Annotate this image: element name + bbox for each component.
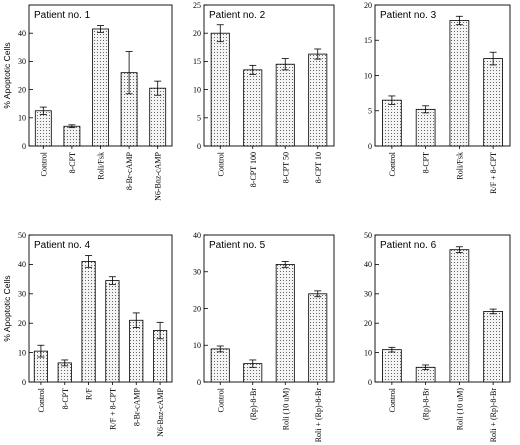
bar [382,349,402,383]
category-label: Roli/Fsk [455,152,464,180]
y-tick-label: 10 [364,71,372,80]
y-tick-label: 50 [18,231,26,240]
y-tick-label: 40 [364,260,372,269]
category-label: (Rp)-8-Br [422,388,431,420]
bar [129,319,144,383]
bar [275,63,295,147]
bar [210,348,230,383]
panel-4: Patient no. 4 % Apoptotic Cells 0 10 20 30 40 5… [2,231,173,437]
plot-frame [203,4,335,147]
panel-1: Patient no. 1 % Apoptotic Cells 0 10 20 30 40 C… [2,4,173,201]
y-tick-label: 20 [364,319,372,328]
y-tick-label: 5 [197,114,201,123]
y-tick-label: 10 [18,114,26,123]
panel-5: Patient no. 5 0 10 20 30 40 Control (Rp)-8-Br Ro… [193,231,335,443]
y-tick-label: 20 [193,304,201,313]
category-label: Roli (10 uM) [281,388,290,431]
y-tick-label: 30 [18,57,26,66]
bar [81,261,96,383]
category-label: Roli + (Rp)-8-Br [314,388,323,443]
panel-title: Patient no. 3 [380,10,437,21]
y-tick-label: 0 [368,142,372,151]
category-label: Roli/Fsk [97,152,106,180]
category-label: Control [216,151,225,176]
y-tick-label: 15 [193,57,201,66]
y-tick-label: 30 [364,290,372,299]
bar [382,99,402,147]
category-label: 8-CPT 10 [314,152,323,183]
category-label: Control [37,387,46,412]
panel-title: Patient no. 5 [209,240,266,251]
y-tick-label: 30 [18,290,26,299]
category-label: Control [39,151,48,176]
y-tick-label: 50 [364,231,372,240]
category-label: 8-Br-cAMP [125,151,134,190]
y-tick-label: 20 [364,1,372,10]
bar [63,125,81,147]
y-tick-label: 40 [18,29,26,38]
panel-title: Patient no. 1 [34,10,91,21]
y-tick-label: 0 [368,378,372,387]
y-tick-label: 0 [197,142,201,151]
y-tick-label: 20 [18,319,26,328]
y-tick-label: 0 [22,378,26,387]
panel-title: Patient no. 6 [380,240,437,251]
panel-title: Patient no. 2 [209,10,266,21]
category-label: (Rp)-8-Br [249,388,258,420]
bar [449,249,470,383]
plot-frame [374,234,511,383]
category-label: R/F + 8-CPT [489,152,498,194]
category-label: 8-CPT [61,388,70,409]
category-label: 8-CPT 50 [281,152,290,183]
y-tick-label: 10 [18,348,26,357]
category-label: Roli (10 uM) [455,388,464,431]
y-tick-label: 40 [18,260,26,269]
category-label: N6-Bnz-cAMP [156,387,165,436]
y-axis-label: % Apoptotic Cells [2,42,12,108]
y-axis-label: % Apoptotic Cells [2,275,12,341]
panel-6: Patient no. 6 0 10 20 30 40 50 Control (Rp)-8-Br… [364,231,511,443]
y-tick-label: 10 [364,348,372,357]
category-label: 8-CPT [422,152,431,173]
bar [275,263,295,383]
category-label: Control [216,387,225,412]
category-label: R/F [85,387,94,400]
bar [105,280,120,383]
bar [415,108,436,147]
category-label: Roli + (Rp)-8-Br [489,388,498,443]
y-tick-label: 20 [193,29,201,38]
y-tick-label: 25 [193,1,201,10]
y-tick-label: 5 [368,107,372,116]
category-label: 8-CPT 100 [249,152,258,187]
plot-frame [28,234,173,383]
y-tick-label: 15 [364,36,372,45]
category-label: 8-Br-cAMP [132,387,141,426]
panel-title: Patient no. 4 [34,240,91,251]
category-label: R/F + 8-CPT [108,388,117,430]
panel-2: Patient no. 2 0 5 10 15 20 25 Control 8-CPT 100 8… [193,1,335,187]
y-tick-label: 0 [22,142,26,151]
bar [308,293,328,383]
category-label: N6-Bnz-cAMP [154,151,163,200]
bar [92,28,109,147]
y-tick-label: 40 [193,231,201,240]
panel-3: Patient no. 3 0 5 10 15 20 Control 8-CPT Roli/Fs… [364,1,511,194]
category-label: Control [388,387,397,412]
category-label: 8-CPT [68,152,77,173]
y-tick-label: 10 [193,85,201,94]
y-tick-label: 10 [193,341,201,350]
category-label: Control [388,151,397,176]
bar [149,87,167,147]
bar [243,69,263,147]
bar [483,58,503,147]
y-tick-label: 0 [197,378,201,387]
y-tick-label: 30 [193,268,201,277]
bar [449,20,470,147]
bar [308,53,328,147]
bar [210,32,230,147]
bar [483,311,503,383]
y-tick-label: 20 [18,85,26,94]
bar [34,110,52,147]
